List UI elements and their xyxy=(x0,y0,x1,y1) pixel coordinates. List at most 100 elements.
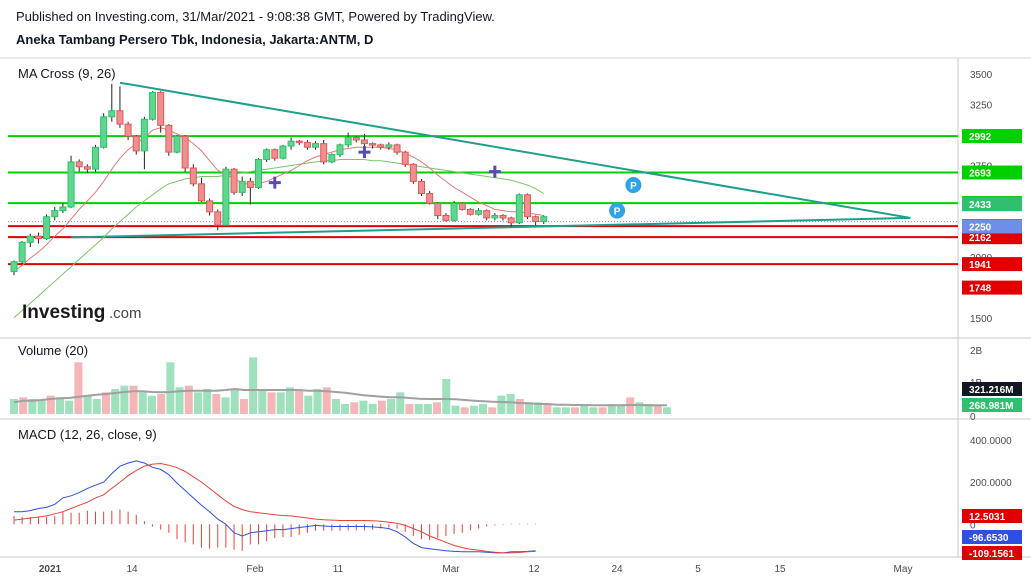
volume-bar xyxy=(46,395,55,414)
price-tag-2433: 2433 xyxy=(962,197,1022,212)
candle[interactable] xyxy=(312,143,320,148)
candle[interactable] xyxy=(377,144,385,148)
volume-bar xyxy=(230,389,239,414)
volume-bar xyxy=(561,407,570,414)
candle[interactable] xyxy=(189,167,197,185)
candle[interactable] xyxy=(157,91,165,126)
pattern-marker[interactable] xyxy=(625,177,642,194)
volume-bar xyxy=(405,404,414,414)
candle[interactable] xyxy=(507,217,515,224)
candle[interactable] xyxy=(450,202,458,221)
volume-bar xyxy=(368,404,377,414)
candle[interactable] xyxy=(246,180,254,188)
candle[interactable] xyxy=(475,210,483,215)
price-tick-label: 3250 xyxy=(970,101,993,112)
candle[interactable] xyxy=(336,144,344,156)
investing-logo: Investing .com xyxy=(22,302,142,323)
time-tick-label: 15 xyxy=(774,564,786,575)
candle[interactable] xyxy=(532,216,540,223)
candle[interactable] xyxy=(409,163,417,182)
candle[interactable] xyxy=(320,143,328,163)
candle[interactable] xyxy=(499,214,507,219)
macd-pane[interactable]: MACD (12, 26, close, 9) xyxy=(13,427,537,554)
candle[interactable] xyxy=(352,137,360,141)
candle[interactable] xyxy=(173,135,181,153)
candle[interactable] xyxy=(197,183,205,202)
volume-bar xyxy=(120,385,129,414)
candle[interactable] xyxy=(303,141,311,148)
candle[interactable] xyxy=(360,139,368,145)
candle[interactable] xyxy=(140,118,148,152)
volume-bar xyxy=(359,400,368,414)
candle[interactable] xyxy=(344,137,352,146)
candle[interactable] xyxy=(434,202,442,216)
candle[interactable] xyxy=(18,241,26,263)
price-tag-1748-text: 1748 xyxy=(969,284,992,295)
time-tick-label: 12 xyxy=(528,564,540,575)
candle[interactable] xyxy=(263,149,271,160)
candle[interactable] xyxy=(401,151,409,165)
volume-bar xyxy=(37,400,46,414)
volume-bar xyxy=(451,405,460,414)
candle[interactable] xyxy=(83,166,91,170)
candle[interactable] xyxy=(466,208,474,215)
candle[interactable] xyxy=(540,216,548,223)
candle[interactable] xyxy=(328,154,336,163)
candle[interactable] xyxy=(116,110,124,125)
macd-tag-bg xyxy=(962,530,1022,544)
candle[interactable] xyxy=(165,124,173,153)
candle[interactable] xyxy=(385,144,393,148)
candle[interactable] xyxy=(491,214,499,219)
candle[interactable] xyxy=(287,140,295,147)
candle[interactable] xyxy=(369,143,377,146)
candle[interactable] xyxy=(238,180,246,193)
volume-bar xyxy=(488,407,497,414)
candle[interactable] xyxy=(51,210,59,218)
volume-bar xyxy=(589,407,598,414)
candle[interactable] xyxy=(10,261,18,273)
candle[interactable] xyxy=(222,168,230,226)
candle[interactable] xyxy=(132,135,140,152)
candle[interactable] xyxy=(26,235,34,243)
volume-bar xyxy=(497,395,506,414)
candle[interactable] xyxy=(181,135,189,169)
candle[interactable] xyxy=(279,145,287,159)
candle[interactable] xyxy=(393,144,401,153)
pattern-marker-label: P xyxy=(630,181,637,192)
candle[interactable] xyxy=(75,161,83,168)
pattern-marker[interactable] xyxy=(609,202,626,219)
candle[interactable] xyxy=(59,206,67,212)
volume-bar xyxy=(525,402,534,414)
candle[interactable] xyxy=(515,194,523,224)
candle[interactable] xyxy=(426,193,434,204)
candle[interactable] xyxy=(230,168,238,193)
candle[interactable] xyxy=(108,110,116,118)
macd-tag-text: 12.5031 xyxy=(969,512,1006,523)
candle[interactable] xyxy=(295,140,303,144)
price-pane[interactable]: MA Cross (9, 26) P P xyxy=(8,66,958,319)
candle[interactable] xyxy=(92,146,99,170)
candle[interactable] xyxy=(34,235,42,240)
candle[interactable] xyxy=(124,123,132,137)
instrument-title: Aneka Tambang Persero Tbk, Indonesia, Ja… xyxy=(16,32,374,47)
candle[interactable] xyxy=(67,161,75,208)
volume-pane[interactable]: Volume (20) xyxy=(10,343,671,414)
macd-tag-bg xyxy=(962,509,1022,523)
candle[interactable] xyxy=(442,214,450,221)
volume-bar xyxy=(350,402,359,414)
candle[interactable] xyxy=(483,210,491,219)
candle[interactable] xyxy=(255,158,262,188)
candle[interactable] xyxy=(43,216,51,240)
axes: 15001750200027503000325035002B1B00200.00… xyxy=(39,70,1022,575)
candle[interactable] xyxy=(214,211,222,226)
candle[interactable] xyxy=(149,91,157,120)
candle[interactable] xyxy=(418,180,425,195)
candle[interactable] xyxy=(458,202,466,210)
level-tag-2693-bg xyxy=(962,165,1022,180)
volume-bar xyxy=(515,399,524,414)
candle[interactable] xyxy=(271,149,279,159)
candle[interactable] xyxy=(523,194,531,218)
candle[interactable] xyxy=(206,200,214,213)
candle[interactable] xyxy=(100,116,108,148)
